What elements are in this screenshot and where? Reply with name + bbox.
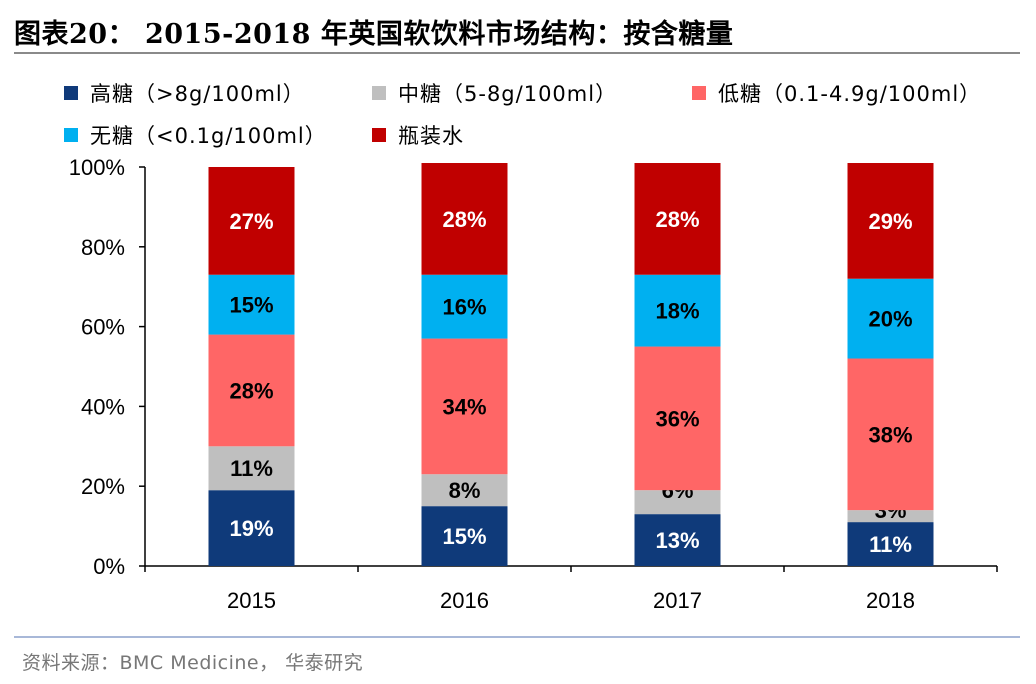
data-label: 36% bbox=[655, 406, 699, 431]
bar-segment bbox=[421, 474, 508, 507]
legend-label: 低糖（0.1-4.9g/100ml） bbox=[718, 82, 982, 106]
data-label: 15% bbox=[229, 293, 273, 318]
bar-segment bbox=[634, 490, 721, 515]
y-tick-label: 100% bbox=[69, 155, 125, 180]
y-tick-label: 0% bbox=[93, 554, 125, 579]
bar-segment bbox=[208, 167, 295, 275]
data-label: 38% bbox=[868, 422, 912, 447]
bar-group: 15% 8% 34% 16% 28% bbox=[421, 163, 508, 566]
legend-item: 高糖（>8g/100ml） bbox=[64, 80, 305, 106]
bar-segment bbox=[634, 346, 721, 491]
data-label: 28% bbox=[229, 378, 273, 403]
bar-segment bbox=[847, 522, 934, 566]
data-label: 20% bbox=[868, 307, 912, 332]
bar-segment bbox=[208, 334, 295, 447]
data-label: 28% bbox=[442, 207, 486, 232]
legend-swatch bbox=[64, 86, 78, 100]
bar-segment bbox=[421, 163, 508, 275]
x-tick-label: 2018 bbox=[866, 588, 915, 613]
legend-item: 瓶装水 bbox=[372, 122, 464, 148]
data-label: 11% bbox=[230, 456, 273, 481]
legend-label: 瓶装水 bbox=[398, 124, 464, 148]
data-label: 13% bbox=[655, 528, 699, 553]
data-label: 18% bbox=[655, 299, 699, 324]
source-divider bbox=[14, 636, 1020, 638]
data-label: 19% bbox=[229, 516, 273, 541]
legend-item: 中糖（5-8g/100ml） bbox=[372, 80, 617, 106]
bar-group: 11%3%38%20%29% bbox=[847, 163, 934, 566]
y-tick-label: 20% bbox=[81, 474, 125, 499]
legend-item: 无糖（<0.1g/100ml） bbox=[64, 122, 327, 148]
bar-segment bbox=[847, 358, 934, 511]
legend-label: 高糖（>8g/100ml） bbox=[90, 82, 305, 106]
data-label: 34% bbox=[442, 394, 486, 419]
y-tick-label: 60% bbox=[81, 315, 125, 340]
data-label: 11% bbox=[869, 532, 912, 557]
bar-segment bbox=[208, 490, 295, 566]
bar-segment bbox=[847, 510, 934, 523]
bar-group: 13%6%36%18%28% bbox=[634, 163, 721, 566]
data-label: 27% bbox=[229, 209, 273, 234]
bar-segment bbox=[634, 274, 721, 347]
data-label: 29% bbox=[868, 209, 912, 234]
legend-label: 中糖（5-8g/100ml） bbox=[398, 82, 618, 106]
bar-segment bbox=[847, 278, 934, 359]
bar-segment bbox=[208, 446, 295, 491]
bar-segment bbox=[421, 274, 508, 339]
chart-title: 图表20： 2015-2018 年英国软饮料市场结构：按含糖量 bbox=[14, 19, 734, 50]
legend-label: 无糖（<0.1g/100ml） bbox=[90, 124, 327, 148]
bar-group: 19% 11% 28% 15% 27% bbox=[208, 167, 295, 566]
data-label: 28% bbox=[655, 207, 699, 232]
x-tick-label: 2015 bbox=[227, 588, 276, 613]
bar-segment bbox=[421, 506, 508, 566]
bar-segment bbox=[847, 163, 934, 279]
x-tick-label: 2017 bbox=[653, 588, 702, 613]
title-divider bbox=[14, 52, 1020, 54]
bar-segment bbox=[208, 274, 295, 335]
source-note: 资料来源：BMC Medicine， 华泰研究 bbox=[22, 652, 364, 674]
bar-segment bbox=[421, 338, 508, 475]
y-tick-label: 40% bbox=[81, 394, 125, 419]
legend-item: 低糖（0.1-4.9g/100ml） bbox=[692, 80, 981, 106]
data-label: 8% bbox=[449, 478, 481, 503]
legend-swatch bbox=[64, 128, 78, 142]
bar-segment bbox=[634, 163, 721, 275]
x-tick-label: 2016 bbox=[440, 588, 489, 613]
legend-swatch bbox=[372, 86, 386, 100]
bar-segment bbox=[634, 514, 721, 566]
legend-swatch bbox=[372, 128, 386, 142]
data-label: 15% bbox=[442, 524, 486, 549]
legend-swatch bbox=[692, 86, 706, 100]
y-tick-label: 80% bbox=[81, 235, 125, 260]
data-label: 16% bbox=[442, 295, 486, 320]
